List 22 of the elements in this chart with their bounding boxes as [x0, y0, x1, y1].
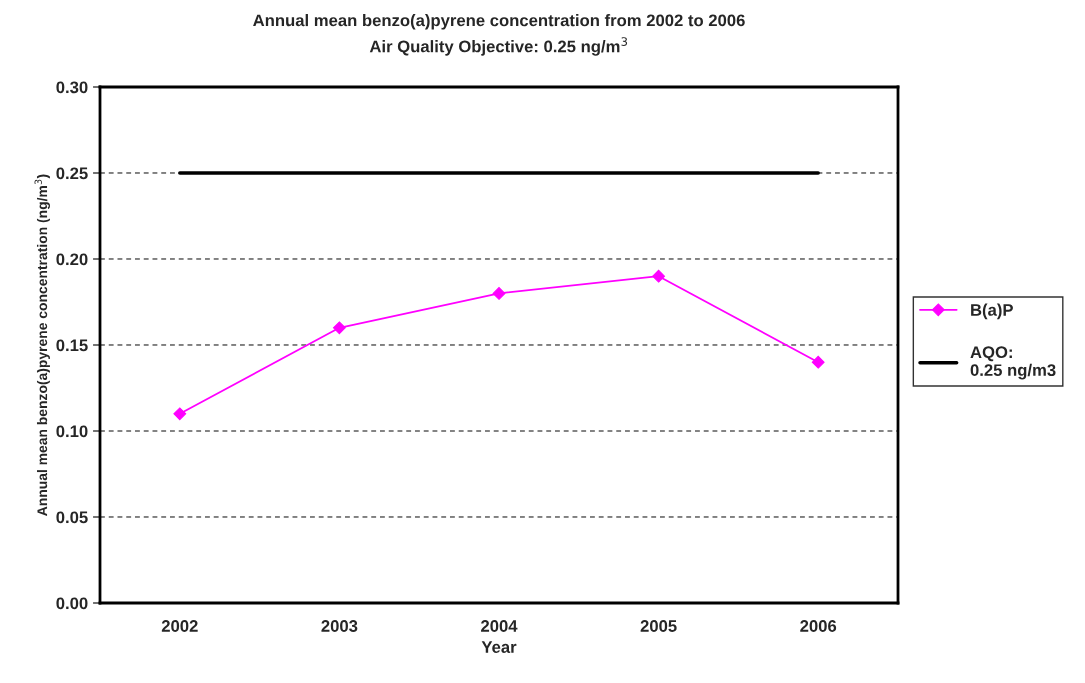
- legend-label: AQO: 0.25 ng/m3: [970, 346, 1056, 380]
- point: [173, 407, 187, 421]
- y-tick-label: 0.05: [56, 511, 88, 524]
- legend-label: B(a)P: [971, 303, 1013, 320]
- y-tick-label: 0.10: [56, 425, 88, 438]
- x-tick-label: 2005: [640, 620, 677, 632]
- y-tick-label: 0.15: [56, 339, 88, 352]
- y-tick-label: 0.20: [56, 253, 88, 266]
- point: [332, 321, 346, 335]
- x-tick-label: 2006: [800, 620, 837, 632]
- y-axis-title: Annual mean benzo(a)pyrene concentration (ng/m$^{3}$): [34, 174, 50, 516]
- chart-title: Annual mean benzo(a)pyrene concentration from 2002 to 2006 Air Quality Objective: 0.25 ng/m$^{3}$: [253, 14, 745, 56]
- x-axis-title: Year: [481, 641, 517, 653]
- y-tick-label: 0.30: [56, 81, 88, 94]
- point: [652, 269, 666, 283]
- x-tick-label: 2004: [481, 620, 518, 632]
- x-tick-label: 2002: [161, 620, 198, 632]
- point: [811, 355, 825, 369]
- x-tick-label: 2003: [321, 620, 358, 632]
- y-tick-label: 0.00: [56, 597, 88, 610]
- y-tick-label: 0.25: [56, 167, 88, 180]
- point: [492, 286, 506, 300]
